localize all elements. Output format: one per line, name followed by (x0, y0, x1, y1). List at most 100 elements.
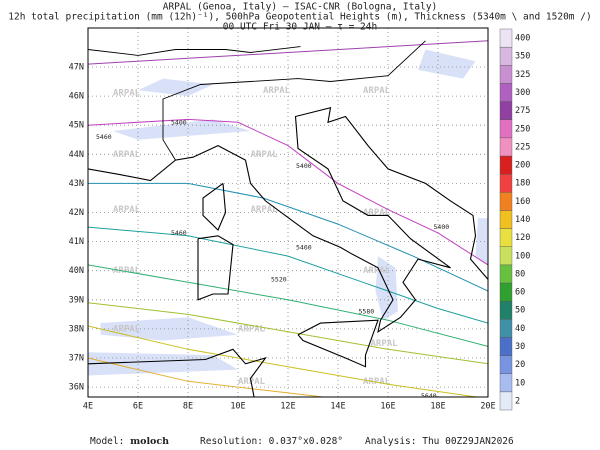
lat-tick-label: 44N (69, 150, 84, 160)
lon-tick-label: 6E (133, 402, 143, 412)
colorbar-label: 300 (515, 88, 530, 98)
footer-label: Analysis: (365, 436, 416, 447)
colorbar-cell (499, 210, 513, 229)
contour-label: 5460 (296, 243, 312, 251)
colorbar-cell (499, 28, 513, 48)
coastline (88, 106, 488, 333)
height-contour (88, 264, 488, 347)
colorbar-label: 30 (515, 342, 525, 352)
colorbar-label: 120 (515, 233, 530, 243)
footer-item: Analysis: Thu 00Z29JAN2026 (365, 436, 514, 447)
lat-tick-label: 36N (69, 383, 84, 393)
colorbar-label: 160 (515, 197, 530, 207)
contour-label: 5520 (271, 275, 287, 283)
footer-label: Model: (90, 436, 124, 447)
contour-label: 5400 (171, 118, 187, 126)
colorbar-cell (499, 282, 513, 302)
height-contour (88, 357, 328, 397)
contour-label: 5460 (96, 133, 112, 141)
footer-value: Thu 00Z29JAN2026 (422, 436, 514, 447)
watermark: ARPAL (363, 208, 391, 218)
lon-tick-label: 10E (230, 402, 245, 412)
colorbar-cell (499, 101, 513, 120)
footer-value: moloch (130, 436, 169, 447)
colorbar-label: 400 (515, 34, 530, 44)
colorbar-cell (499, 155, 513, 175)
footer-value: 0.037°x0.028° (269, 436, 343, 447)
colorbar-cell (499, 319, 513, 338)
height-contour (88, 302, 488, 365)
lat-tick-label: 42N (69, 208, 84, 218)
colorbar-cell (499, 173, 513, 193)
watermark: ARPAL (363, 266, 391, 276)
lon-tick-label: 4E (83, 402, 93, 412)
watermark: ARPAL (113, 205, 141, 215)
border (88, 46, 301, 56)
header-line: 12h total precipitation (mm (12h)⁻¹), 50… (8, 12, 591, 23)
lat-tick-label: 45N (69, 121, 84, 131)
colorbar-cell (499, 83, 513, 102)
colorbar-label: 225 (515, 142, 530, 152)
lat-tick-label: 47N (69, 63, 84, 73)
colorbar-label: 2 (515, 396, 520, 406)
colorbar-cell (499, 246, 513, 266)
colorbar-label: 180 (515, 179, 530, 189)
map-frame (87, 27, 489, 398)
colorbar-cell (499, 228, 513, 247)
lat-tick-label: 40N (69, 266, 84, 276)
lat-tick-label: 39N (69, 295, 84, 305)
coastline (202, 182, 227, 231)
colorbar-label: 350 (515, 52, 530, 62)
colorbar-cell (499, 264, 513, 284)
map-layer: ARPAL ARPAL ARPAL ARPAL ARPAL ARPAL ARPAL ARPAL… (88, 28, 488, 400)
height-contour (88, 118, 488, 266)
watermark: ARPAL (113, 89, 141, 99)
colorbar-cell (499, 65, 513, 84)
watermark: ARPAL (371, 339, 399, 349)
height-contour (88, 325, 480, 397)
lon-tick-label: 18E (430, 402, 445, 412)
colorbar-cell (499, 355, 513, 374)
colorbar-label: 10 (515, 378, 525, 388)
colorbar-cell (499, 137, 513, 157)
colorbar-cell (499, 391, 513, 411)
watermark: ARPAL (251, 150, 279, 160)
lat-tick-label: 41N (69, 237, 84, 247)
lon-tick-label: 16E (380, 402, 395, 412)
colorbar-label: 200 (515, 161, 530, 171)
precip-area (100, 317, 238, 341)
contour-label: 5640 (421, 392, 437, 400)
watermark: ARPAL (263, 86, 291, 96)
contour-label: 5400 (296, 162, 312, 170)
footer-item: Resolution: 0.037°x0.028° (200, 436, 343, 447)
colorbar-label: 60 (515, 288, 525, 298)
colorbar-cell (499, 46, 513, 66)
colorbar-label: 20 (515, 360, 525, 370)
header-line: ARPAL (Genoa, Italy) – ISAC-CNR (Bologna… (163, 2, 438, 13)
colorbar-label: 80 (515, 269, 525, 279)
lon-tick-label: 12E (280, 402, 295, 412)
colorbar-label: 250 (515, 124, 530, 134)
lat-tick-label: 46N (69, 92, 84, 102)
coastline (297, 319, 379, 368)
colorbar-label: 140 (515, 215, 530, 225)
contour-label: 5460 (171, 229, 187, 237)
lat-tick-label: 43N (69, 179, 84, 189)
watermark: ARPAL (251, 205, 279, 215)
colorbar-label: 325 (515, 70, 530, 80)
lat-tick-label: 38N (69, 324, 84, 334)
colorbar-cell (499, 300, 513, 320)
footer-item: Model: moloch (90, 436, 169, 447)
lon-tick-label: 8E (183, 402, 193, 412)
lat-tick-label: 37N (69, 354, 84, 364)
colorbar-cell (499, 119, 513, 139)
colorbar-cell (499, 373, 513, 393)
colorbar-cell (499, 337, 513, 356)
colorbar-label: 100 (515, 251, 530, 261)
watermark: ARPAL (113, 324, 141, 334)
footer-label: Resolution: (200, 436, 263, 447)
contour-label: 5400 (434, 223, 450, 231)
coastline (197, 235, 234, 301)
header-line: 00 UTC Fri 30 JAN – τ = 24h (223, 22, 377, 33)
